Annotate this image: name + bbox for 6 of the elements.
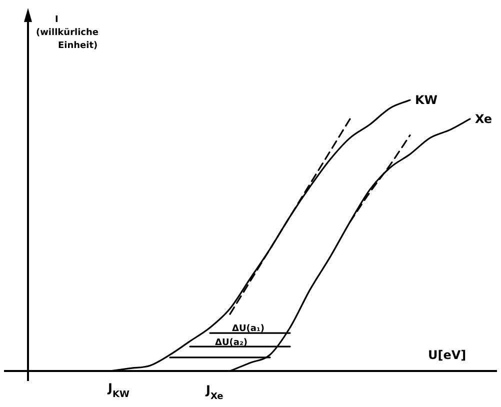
series-label: Xe — [475, 112, 492, 126]
x-axis-title: U[eV] — [428, 348, 466, 362]
series-label: KW — [415, 93, 438, 107]
annotation: ΔU(a₂) — [215, 338, 248, 348]
text: I (willkürliche Einheit) — [36, 15, 99, 51]
annotation: ΔU(a₁) — [232, 324, 265, 334]
